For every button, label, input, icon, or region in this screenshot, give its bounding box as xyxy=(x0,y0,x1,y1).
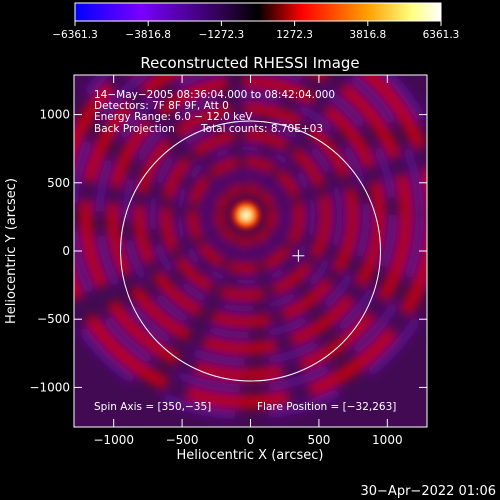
x-axis-ticks: −1000 −500 0 500 1000 xyxy=(93,75,403,447)
heatmap-area xyxy=(74,75,427,427)
colorbar-tick-label: 3816.8 xyxy=(349,29,386,41)
ring-positive xyxy=(215,184,278,247)
y-tick-label: 500 xyxy=(47,176,70,190)
x-tick-label: 500 xyxy=(307,433,330,447)
ring-negative xyxy=(148,117,344,313)
colorbar-tick-label: 6361.3 xyxy=(423,29,460,41)
ring-positive xyxy=(161,130,332,301)
annotation-time-range: 14−May−2005 08:36:04.000 to 08:42:04.000 xyxy=(94,89,335,101)
annotation-counts: Total counts: 8.70E+03 xyxy=(200,123,323,135)
ring-positive xyxy=(107,76,386,355)
y-tick-label: −500 xyxy=(37,312,70,326)
ring-negative xyxy=(175,144,317,286)
ring-positive xyxy=(74,75,427,408)
ring-negative xyxy=(95,75,398,367)
ring-negative xyxy=(74,75,425,394)
y-tick-label: 0 xyxy=(62,244,70,258)
colorbar-tick-label: −6361.3 xyxy=(52,29,98,41)
ring-negative xyxy=(202,171,290,259)
spin-axis-marker xyxy=(292,249,305,262)
y-axis-label: Heliocentric Y (arcsec) xyxy=(4,178,19,324)
ring-positive xyxy=(188,157,305,274)
y-tick-label: −1000 xyxy=(29,380,70,394)
x-tick-label: −500 xyxy=(166,433,199,447)
x-tick-label: 1000 xyxy=(372,433,403,447)
colorbar-ticks: −6361.3 −3816.8 −1272.3 1272.3 3816.8 6361.3 xyxy=(52,21,459,41)
colorbar-tick-label: 1272.3 xyxy=(276,29,313,41)
colorbar xyxy=(74,2,442,22)
ring-positive xyxy=(80,75,412,381)
annotation-spin-axis: Spin Axis = [350,−35] xyxy=(94,401,211,413)
annotation-energy: Energy Range: 6.0 − 12.0 keV xyxy=(94,111,253,123)
colorbar-tick-label: −3816.8 xyxy=(125,29,171,41)
chart-title: Reconstructed RHESSI Image xyxy=(140,54,359,72)
x-tick-label: 0 xyxy=(247,433,255,447)
y-axis-ticks: −1000 −500 0 500 1000 xyxy=(29,108,427,394)
annotation-detectors: Detectors: 7F 8F 9F, Att 0 xyxy=(94,100,229,112)
footer-timestamp: 30−Apr−2022 01:06 xyxy=(361,484,497,499)
flare-source xyxy=(232,201,261,230)
x-axis-label: Heliocentric X (arcsec) xyxy=(177,448,324,463)
annotation-method: Back Projection xyxy=(94,123,175,135)
y-tick-label: 1000 xyxy=(39,108,70,122)
ring-positive xyxy=(134,103,359,328)
colorbar-tick-label: −1272.3 xyxy=(199,29,245,41)
annotation-flare-position: Flare Position = [−32,263] xyxy=(257,401,396,413)
solar-limb-circle xyxy=(120,120,381,382)
core-peak xyxy=(241,210,252,221)
x-tick-label: −1000 xyxy=(93,433,134,447)
